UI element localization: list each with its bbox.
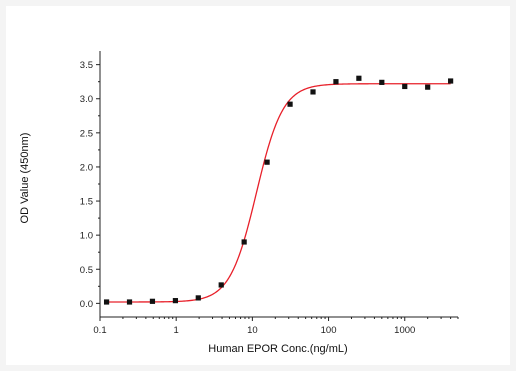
data-point bbox=[425, 84, 431, 90]
data-point bbox=[103, 299, 110, 305]
data-point bbox=[379, 79, 385, 85]
axes: 0.0 0.5 1.0 1.5 2.0 2.5 3.0 3.5 0.1 1 10 100 1000 bbox=[80, 51, 459, 336]
y-axis-title: OD Value (450nm) bbox=[19, 133, 31, 224]
x-tick-label: 1 bbox=[174, 325, 179, 336]
data-point bbox=[218, 282, 224, 288]
y-tick-label: 2.0 bbox=[80, 162, 93, 173]
data-points bbox=[103, 75, 454, 305]
x-tick-label: 0.1 bbox=[93, 325, 106, 336]
y-tick-label: 0.5 bbox=[80, 265, 93, 276]
x-tick-label: 100 bbox=[321, 325, 337, 336]
x-axis-title: Human EPOR Conc.(ng/mL) bbox=[208, 343, 347, 355]
data-point bbox=[287, 101, 293, 107]
y-tick-label: 2.5 bbox=[80, 128, 93, 139]
dose-response-chart: 0.0 0.5 1.0 1.5 2.0 2.5 3.0 3.5 0.1 1 10 100 1000 Hu… bbox=[19, 51, 459, 355]
fit-curve bbox=[106, 83, 451, 303]
data-point bbox=[149, 298, 156, 304]
data-point bbox=[333, 79, 339, 85]
data-point bbox=[402, 83, 408, 90]
y-tick-label: 1.0 bbox=[80, 231, 93, 242]
data-point bbox=[241, 239, 247, 245]
x-tick-label: 1000 bbox=[394, 325, 415, 336]
x-tick-label: 10 bbox=[247, 325, 258, 336]
chart-frame: 0.0 0.5 1.0 1.5 2.0 2.5 3.0 3.5 0.1 1 10 100 1000 Hu… bbox=[6, 6, 510, 365]
data-point bbox=[448, 78, 454, 84]
data-point bbox=[195, 295, 201, 301]
y-tick-label: 0.0 bbox=[80, 299, 93, 310]
data-point bbox=[172, 298, 179, 304]
data-point bbox=[126, 299, 133, 305]
data-point bbox=[356, 75, 362, 81]
y-tick-label: 1.5 bbox=[80, 197, 93, 208]
y-tick-label: 3.5 bbox=[80, 60, 93, 71]
data-point bbox=[310, 89, 316, 95]
data-point bbox=[264, 159, 270, 165]
y-tick-label: 3.0 bbox=[80, 94, 93, 105]
